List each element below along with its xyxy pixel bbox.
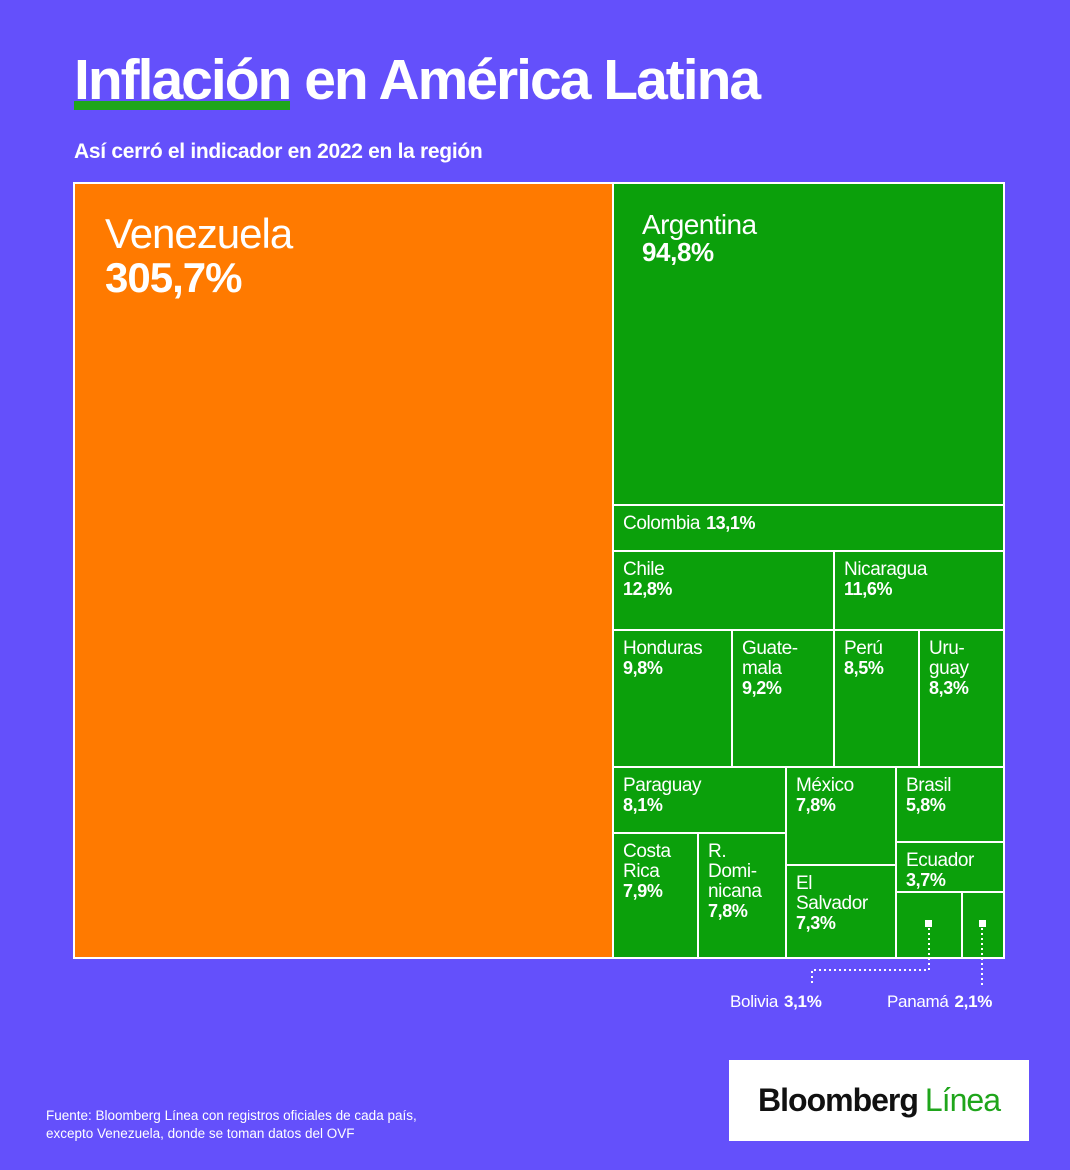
treemap-cell-ecuador: Ecuador 3,7% <box>895 841 1005 893</box>
treemap-cell-mexico: México 7,8% <box>785 766 897 866</box>
cell-label-venezuela: Venezuela <box>105 210 293 257</box>
cell-label-mexico: México <box>796 775 854 796</box>
cell-value-el-salvador: 7,3% <box>796 912 836 933</box>
cell-value-r-domi-nicana: 7,8% <box>708 900 748 921</box>
treemap-cell-panama <box>961 891 1005 959</box>
cell-value-guate-mala: 9,2% <box>742 677 782 698</box>
chart-title: Inflación en América Latina <box>74 48 761 114</box>
logo-wordmark-2: Línea <box>924 1082 1001 1118</box>
cell-label-brasil: Brasil <box>906 775 952 796</box>
cell-label-colombia: Colombia <box>623 513 701 534</box>
treemap-cell-peru: Perú 8,5% <box>833 629 920 768</box>
cell-label-uru-guay: Uru-guay <box>929 638 969 679</box>
bolivia-value: 3,1% <box>783 992 822 1011</box>
callout-bolivia: Bolivia 3,1% <box>730 992 822 1012</box>
treemap-cell-costa-rica: Costa Rica 7,9% <box>612 832 699 959</box>
treemap-cell-argentina: Argentina 94,8% <box>612 182 1005 506</box>
cell-value-mexico: 7,8% <box>796 794 836 815</box>
cell-value-chile: 12,8% <box>623 578 673 599</box>
title-rest: en América Latina <box>304 48 761 112</box>
cell-label-r-domi-nicana: R. Domi-nicana <box>708 841 762 902</box>
cell-label-chile: Chile <box>623 559 665 580</box>
source-note: Fuente: Bloomberg Línea con registros of… <box>46 1108 417 1142</box>
cell-value-venezuela: 305,7% <box>105 254 242 302</box>
treemap-cell-venezuela: Venezuela 305,7% <box>73 182 614 959</box>
cell-value-brasil: 5,8% <box>906 794 946 815</box>
cell-label-nicaragua: Nicaragua <box>844 559 928 580</box>
logo-wordmark-1: Bloomberg <box>758 1082 919 1118</box>
cell-label-guate-mala: Guate-mala <box>742 638 798 679</box>
cell-label-ecuador: Ecuador <box>906 850 974 871</box>
cell-value-honduras: 9,8% <box>623 657 663 678</box>
cell-label-paraguay: Paraguay <box>623 775 702 796</box>
title-highlight: Inflación <box>74 48 292 112</box>
treemap-cell-colombia: Colombia 13,1% <box>612 504 1005 552</box>
treemap-cell-uru-guay: Uru-guay 8,3% <box>918 629 1005 768</box>
treemap-cell-r-domi-nicana: R. Domi-nicana 7,8% <box>697 832 787 959</box>
treemap-cell-honduras: Honduras 9,8% <box>612 629 733 768</box>
bolivia-name: Bolivia <box>730 992 778 1011</box>
cell-value-ecuador: 3,7% <box>906 869 946 890</box>
cell-value-uru-guay: 8,3% <box>929 677 969 698</box>
panama-name: Panamá <box>887 992 949 1011</box>
treemap-cell-brasil: Brasil 5,8% <box>895 766 1005 843</box>
chart-subtitle: Así cerró el indicador en 2022 en la reg… <box>74 140 483 163</box>
treemap-cell-nicaragua: Nicaragua 11,6% <box>833 550 1005 631</box>
treemap-cell-guate-mala: Guate-mala 9,2% <box>731 629 835 768</box>
cell-value-nicaragua: 11,6% <box>844 578 893 599</box>
treemap-cell-chile: Chile 12,8% <box>612 550 835 631</box>
cell-label-honduras: Honduras <box>623 638 703 659</box>
cell-value-argentina: 94,8% <box>642 237 714 268</box>
cell-label-argentina: Argentina <box>642 209 757 240</box>
cell-label-el-salvador: El Salvador <box>796 873 868 914</box>
treemap-cell-el-salvador: El Salvador 7,3% <box>785 864 897 959</box>
cell-value-peru: 8,5% <box>844 657 884 678</box>
cell-label-costa-rica: Costa Rica <box>623 841 671 882</box>
cell-value-paraguay: 8,1% <box>623 794 663 815</box>
cell-value-colombia: 13,1% <box>706 513 756 533</box>
callout-panama: Panamá 2,1% <box>887 992 992 1012</box>
treemap-cell-bolivia <box>895 891 963 959</box>
bloomberg-linea-logo: Bloomberg Línea <box>729 1060 1029 1141</box>
cell-value-costa-rica: 7,9% <box>623 880 663 901</box>
treemap-cell-paraguay: Paraguay 8,1% <box>612 766 787 834</box>
cell-label-peru: Perú <box>844 638 883 659</box>
inflation-treemap: Venezuela 305,7% Argentina 94,8% Colombia 13,… <box>73 182 1005 959</box>
panama-value: 2,1% <box>954 992 993 1011</box>
